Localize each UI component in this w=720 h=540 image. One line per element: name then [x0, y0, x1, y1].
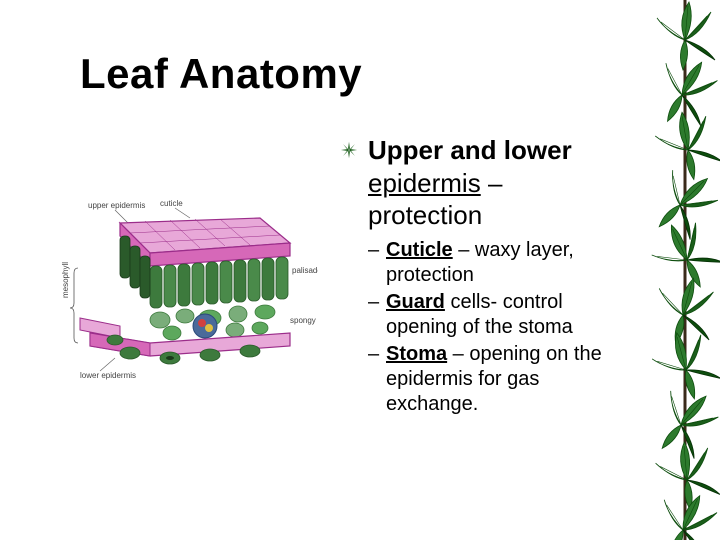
main-bullet-text: Upper and lower epidermis – protection	[368, 134, 620, 232]
main-underline: epidermis	[368, 168, 481, 198]
content-row: mesophyll upper epidermis cuticle	[60, 134, 620, 419]
diagram-column: mesophyll upper epidermis cuticle	[60, 134, 330, 388]
leaf-anatomy-diagram: mesophyll upper epidermis cuticle	[60, 188, 318, 388]
sub-bullet-cuticle: Cuticle – waxy layer, protection	[368, 238, 620, 288]
main-bullet: Upper and lower epidermis – protection	[340, 134, 620, 232]
slide: Leaf Anatomy mesophyll upper epidermis c…	[0, 0, 720, 540]
label-upper-epidermis: upper epidermis	[88, 201, 145, 210]
label-palisade: palisade layer	[292, 266, 318, 275]
sub-bullet-list: Cuticle – waxy layer, protection Guard c…	[368, 238, 620, 417]
text-column: Upper and lower epidermis – protection C…	[340, 134, 620, 419]
term-stoma: Stoma	[386, 343, 447, 365]
leaf-border-decoration	[630, 0, 720, 540]
sub-bullet-stoma: Stoma – opening on the epidermis for gas…	[368, 342, 620, 417]
sub-bullet-guard: Guard cells- control opening of the stom…	[368, 290, 620, 340]
label-lower-epidermis: lower epidermis	[80, 371, 136, 380]
slide-title: Leaf Anatomy	[80, 50, 620, 98]
diagram-spongy	[150, 305, 275, 340]
main-bold: Upper and lower	[368, 135, 572, 165]
label-mesophyll: mesophyll	[61, 262, 70, 298]
label-spongy: spongy layer	[290, 316, 318, 325]
term-cuticle: Cuticle	[386, 239, 453, 261]
term-guard: Guard	[386, 291, 445, 313]
label-cuticle: cuticle	[160, 199, 183, 208]
asterisk-icon	[340, 141, 358, 159]
